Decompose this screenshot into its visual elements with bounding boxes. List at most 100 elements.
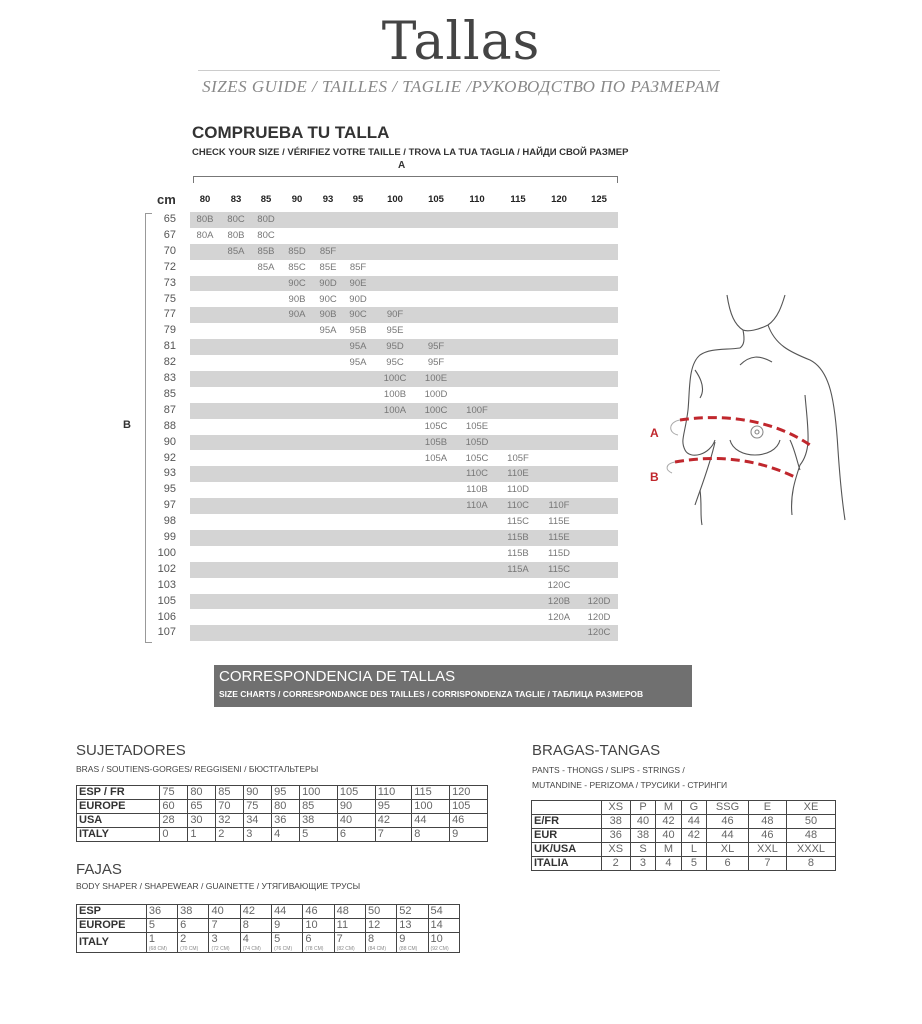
table-cell: 65 xyxy=(187,799,217,814)
table-cell: 10 xyxy=(302,918,335,933)
size-cell: 95D xyxy=(386,341,404,353)
size-cell: 85A xyxy=(227,245,245,257)
row-label-cm: 97 xyxy=(163,499,176,512)
page-subtitle: SIZES GUIDE / TAILLES / TAGLIE /РУКОВОДС… xyxy=(202,77,720,96)
torso-illustration: A B xyxy=(650,294,846,526)
size-cell: 90E xyxy=(349,277,367,289)
size-cell: 80B xyxy=(196,214,214,225)
size-row: 80B 80C 80D xyxy=(190,212,618,228)
row-label-cm: 99 xyxy=(163,531,176,543)
table-row: E/FR 38 40 42 44 46 48 50 xyxy=(531,814,837,829)
size-row: 90B 90C 90D xyxy=(190,292,618,308)
table-cell: 6 xyxy=(177,918,210,933)
table-row: EUROPE 60 65 70 75 80 85 90 95 100 105 xyxy=(75,799,488,814)
row-label-cm: 88 xyxy=(163,419,176,432)
size-cell: 115D xyxy=(547,547,570,559)
size-cell: 85A xyxy=(257,261,275,273)
row-header: E/FR xyxy=(531,814,602,829)
table-cell: 7 (82 CM) xyxy=(333,932,366,953)
size-cell: 110F xyxy=(548,500,570,512)
size-cell: 95F xyxy=(427,357,445,369)
row-header: ESP / FR xyxy=(75,785,161,800)
size-cell: 105E xyxy=(465,420,489,432)
size-cell: 90D xyxy=(349,293,367,305)
table-cell: 4 xyxy=(271,827,301,842)
table-cell: 8 xyxy=(785,856,837,871)
cell-note: (76 CM) xyxy=(274,946,293,952)
table-row: USA 28 30 32 34 36 38 40 42 44 46 xyxy=(75,813,488,828)
column-header: 93 xyxy=(322,194,334,205)
table-cell: M xyxy=(655,800,682,815)
table-cell: 3 xyxy=(243,827,273,842)
table-cell: 0 xyxy=(159,827,189,842)
size-cell: 100F xyxy=(466,404,488,416)
size-cell: 110C xyxy=(465,468,488,480)
axis-b-bracket xyxy=(145,213,152,643)
size-cell: 115E xyxy=(548,532,570,543)
illustration-label-b: B xyxy=(650,470,659,484)
size-cell: 110E xyxy=(507,468,529,480)
size-cell: 105C xyxy=(465,452,489,464)
size-row: 95A 95C 95F xyxy=(190,355,618,371)
row-label-cm: 75 xyxy=(163,292,176,305)
size-cell: 90F xyxy=(386,309,404,321)
row-label-cm: 81 xyxy=(163,340,176,353)
size-cell: 115E xyxy=(548,516,570,528)
row-header: EUROPE xyxy=(76,918,147,933)
size-cell: 110A xyxy=(466,500,488,512)
size-row: 105C 105E xyxy=(190,419,618,435)
table-cell: 38 xyxy=(299,813,338,828)
size-cell: 105A xyxy=(424,452,448,464)
table-cell: 5 xyxy=(145,918,179,933)
table-cell: 46 xyxy=(706,814,749,829)
shapewear-subtitle: BODY SHAPER / SHAPEWEAR / GUAINETTE / УТ… xyxy=(76,881,361,891)
row-label-cm: 85 xyxy=(163,387,176,400)
column-header: 115 xyxy=(510,194,526,205)
row-label-cm: 79 xyxy=(163,324,176,337)
table-cell: 95 xyxy=(271,785,301,800)
size-cell: 120A xyxy=(547,611,571,623)
table-cell: 40 xyxy=(208,904,241,919)
size-row: 110B 110D xyxy=(190,482,618,498)
table-cell: XXL xyxy=(747,842,787,857)
table-cell: 75 xyxy=(159,785,189,800)
size-row: 90C 90D 90E xyxy=(190,275,618,292)
size-cell: 90B xyxy=(288,293,306,305)
table-cell: E xyxy=(747,800,787,815)
size-cell: 80B xyxy=(227,229,245,241)
pants-title: BRAGAS-TANGAS xyxy=(532,742,661,759)
size-cell: 95A xyxy=(319,325,337,337)
table-cell: 44 xyxy=(680,814,708,829)
size-cell: 95F xyxy=(427,341,445,353)
size-row: 120A 120D xyxy=(190,610,618,626)
row-header: ESP xyxy=(76,904,147,919)
table-cell: 9 xyxy=(271,918,304,933)
size-row: 85A 85C 85E 85F xyxy=(190,260,618,276)
column-header: 83 xyxy=(230,194,242,205)
size-cell: 95A xyxy=(349,341,367,353)
pants-subtitle-1: PANTS - THONGS / SLIPS - STRINGS / xyxy=(532,765,685,775)
row-label-cm: 92 xyxy=(163,451,176,464)
size-cell: 115C xyxy=(547,563,570,575)
size-row: 120C xyxy=(190,625,618,642)
size-row: 95A 95B 95E xyxy=(190,323,618,339)
row-header xyxy=(531,800,602,815)
row-label-cm: 73 xyxy=(163,276,176,289)
size-cell: 100E xyxy=(424,373,448,384)
table-cell: 44 xyxy=(706,828,749,843)
table-cell: 46 xyxy=(449,813,488,828)
table-cell: 8 xyxy=(411,827,451,842)
table-cell: 46 xyxy=(747,828,787,843)
size-row: 100A 100C 100F xyxy=(190,402,618,419)
size-cell: 105B xyxy=(424,436,448,448)
table-cell: 4 xyxy=(655,856,682,871)
pants-size-table: XS P M G SSG E XE E/FR 38 40 42 44 46 48 50 EUR 36 38 40 42… xyxy=(531,800,837,871)
row-label-cm: 90 xyxy=(163,435,176,448)
size-cell: 90C xyxy=(349,309,367,321)
table-cell: XS xyxy=(600,842,631,857)
size-cell: 85C xyxy=(288,261,306,273)
row-header: UK/USA xyxy=(531,842,602,857)
size-cell: 100A xyxy=(383,404,407,416)
table-cell: 36 xyxy=(600,828,631,843)
row-label-cm: 105 xyxy=(157,594,176,607)
